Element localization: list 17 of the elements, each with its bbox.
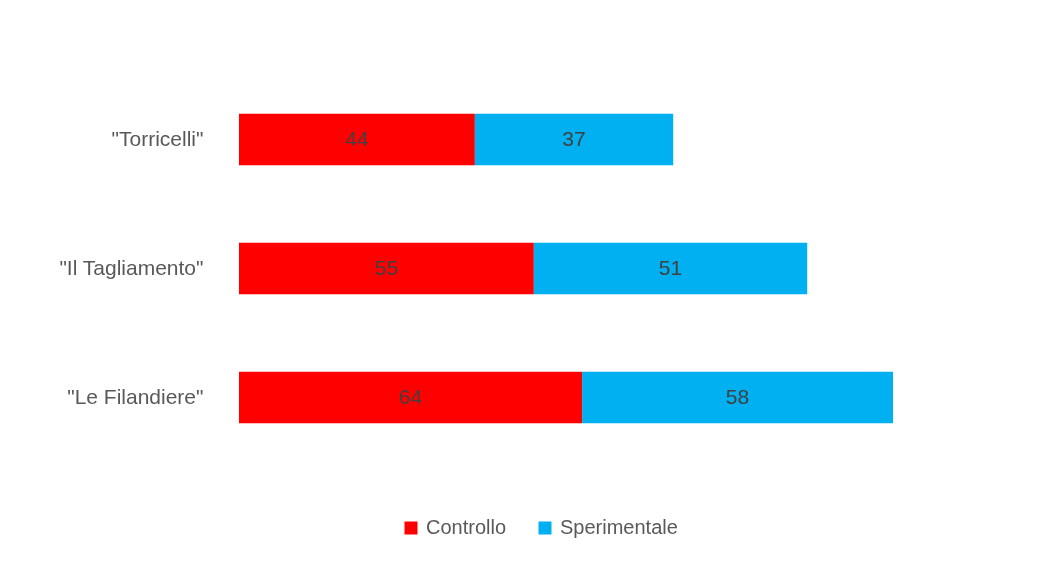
data-label: 44 <box>345 126 369 150</box>
bar <box>582 371 893 424</box>
bar <box>533 242 808 295</box>
data-label: 37 <box>562 126 586 150</box>
data-label: 51 <box>658 255 683 279</box>
legend-label: Sperimentale <box>560 516 678 538</box>
legend-label: Controllo <box>426 516 507 538</box>
bar <box>474 113 674 166</box>
data-label: 64 <box>398 384 423 408</box>
bar <box>239 371 583 424</box>
data-label: 58 <box>725 384 750 408</box>
data-label: 55 <box>374 255 399 279</box>
bar <box>239 113 475 166</box>
bar <box>239 242 534 295</box>
y-tick-label: "Il Tagliamento" <box>59 255 204 279</box>
y-tick-label: "Torricelli" <box>111 126 204 150</box>
y-tick-label: "Le Filandiere" <box>67 384 204 408</box>
